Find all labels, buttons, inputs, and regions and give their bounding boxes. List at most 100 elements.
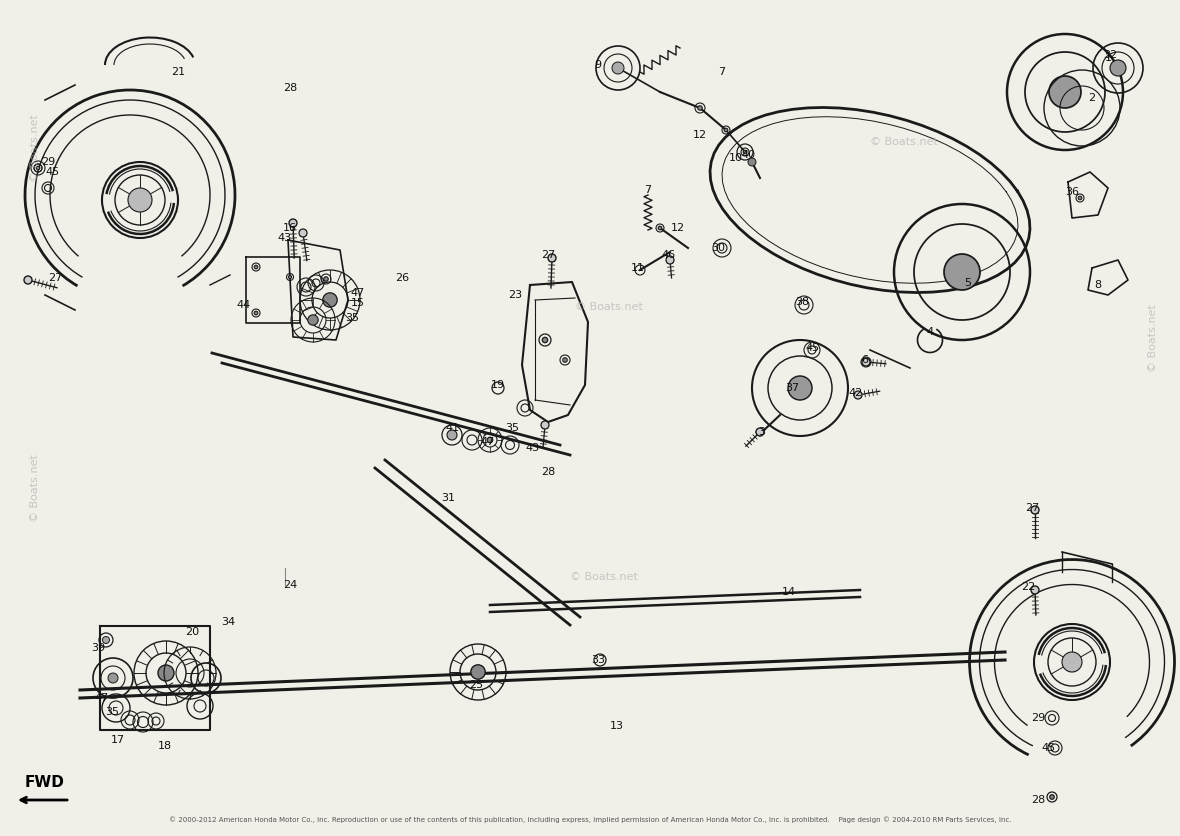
- Circle shape: [1049, 76, 1081, 108]
- Text: © Boats.net: © Boats.net: [30, 115, 40, 182]
- Text: 20: 20: [185, 627, 199, 637]
- Circle shape: [697, 105, 702, 110]
- Circle shape: [158, 665, 173, 681]
- Text: 35: 35: [345, 313, 359, 323]
- Text: 7: 7: [644, 185, 651, 195]
- Circle shape: [127, 188, 152, 212]
- Text: FWD: FWD: [25, 775, 65, 790]
- Circle shape: [612, 62, 624, 74]
- Circle shape: [471, 665, 485, 679]
- Text: 3: 3: [759, 427, 766, 437]
- Circle shape: [323, 293, 337, 307]
- Text: 42: 42: [848, 388, 863, 398]
- Text: 23: 23: [507, 290, 522, 300]
- Text: 10: 10: [729, 153, 743, 163]
- Text: © Boats.net: © Boats.net: [870, 137, 938, 147]
- Text: 38: 38: [795, 297, 809, 307]
- Circle shape: [103, 636, 110, 644]
- Circle shape: [288, 275, 291, 278]
- Text: 28: 28: [1031, 795, 1045, 805]
- Circle shape: [447, 430, 457, 440]
- Text: 34: 34: [221, 617, 235, 627]
- Text: 28: 28: [540, 467, 555, 477]
- Circle shape: [254, 265, 257, 269]
- Circle shape: [24, 276, 32, 284]
- Circle shape: [289, 219, 297, 227]
- Circle shape: [725, 128, 728, 132]
- Text: 47: 47: [350, 288, 365, 298]
- Circle shape: [944, 254, 981, 290]
- Circle shape: [563, 358, 568, 362]
- Circle shape: [323, 277, 328, 281]
- Text: 8: 8: [1094, 280, 1102, 290]
- Text: 17: 17: [111, 735, 125, 745]
- Text: 45: 45: [805, 343, 819, 353]
- Text: 11: 11: [631, 263, 645, 273]
- Text: 21: 21: [171, 67, 185, 77]
- Circle shape: [487, 437, 493, 443]
- Text: 30: 30: [712, 243, 725, 253]
- Text: 43: 43: [278, 233, 293, 243]
- Text: 7: 7: [719, 67, 726, 77]
- Text: 6: 6: [861, 355, 868, 365]
- Circle shape: [37, 166, 40, 170]
- Circle shape: [748, 158, 756, 166]
- Text: 22: 22: [1021, 582, 1035, 592]
- Circle shape: [788, 376, 812, 400]
- Text: 45: 45: [45, 167, 59, 177]
- Circle shape: [543, 337, 548, 343]
- Text: 12: 12: [671, 223, 686, 233]
- Text: 47: 47: [94, 693, 109, 703]
- Circle shape: [743, 150, 747, 154]
- Text: 29: 29: [41, 157, 55, 167]
- Text: 47: 47: [481, 437, 496, 447]
- Text: 9: 9: [595, 60, 602, 70]
- Text: 14: 14: [782, 587, 796, 597]
- Circle shape: [666, 256, 674, 264]
- Text: © 2000-2012 American Honda Motor Co., Inc. Reproduction or use of the contents o: © 2000-2012 American Honda Motor Co., In…: [169, 817, 1011, 823]
- Circle shape: [863, 358, 870, 366]
- Text: 29: 29: [1031, 713, 1045, 723]
- Text: © Boats.net: © Boats.net: [570, 572, 638, 582]
- Circle shape: [854, 391, 863, 399]
- Circle shape: [1050, 795, 1054, 799]
- Text: 26: 26: [395, 273, 409, 283]
- Text: 15: 15: [350, 298, 365, 308]
- Text: 45: 45: [1041, 743, 1055, 753]
- Text: 39: 39: [91, 643, 105, 653]
- Text: 16: 16: [283, 223, 297, 233]
- Text: 27: 27: [540, 250, 555, 260]
- Text: 18: 18: [158, 741, 172, 751]
- Text: 35: 35: [505, 423, 519, 433]
- Text: 19: 19: [491, 380, 505, 390]
- Circle shape: [299, 229, 307, 237]
- Text: 5: 5: [964, 278, 971, 288]
- Circle shape: [1031, 506, 1040, 514]
- Text: 2: 2: [1088, 93, 1095, 103]
- Circle shape: [254, 311, 257, 315]
- Circle shape: [109, 673, 118, 683]
- Text: 33: 33: [591, 655, 605, 665]
- Text: 1: 1: [1104, 53, 1112, 63]
- Text: 35: 35: [105, 707, 119, 717]
- Text: 27: 27: [1025, 503, 1040, 513]
- Text: 25: 25: [468, 680, 483, 690]
- Circle shape: [658, 227, 662, 230]
- Text: 46: 46: [661, 250, 675, 260]
- Text: 27: 27: [48, 273, 63, 283]
- Circle shape: [756, 428, 763, 436]
- Text: 37: 37: [785, 383, 799, 393]
- Circle shape: [1062, 652, 1082, 672]
- Circle shape: [1079, 196, 1082, 200]
- Text: 13: 13: [610, 721, 624, 731]
- Text: 36: 36: [1066, 187, 1079, 197]
- Circle shape: [1110, 60, 1126, 76]
- Circle shape: [1031, 586, 1040, 594]
- Text: 44: 44: [237, 300, 251, 310]
- Circle shape: [864, 359, 868, 364]
- Text: 40: 40: [741, 150, 755, 160]
- Text: 43: 43: [525, 443, 539, 453]
- Text: 12: 12: [693, 130, 707, 140]
- Text: 24: 24: [283, 580, 297, 590]
- Text: 28: 28: [283, 83, 297, 93]
